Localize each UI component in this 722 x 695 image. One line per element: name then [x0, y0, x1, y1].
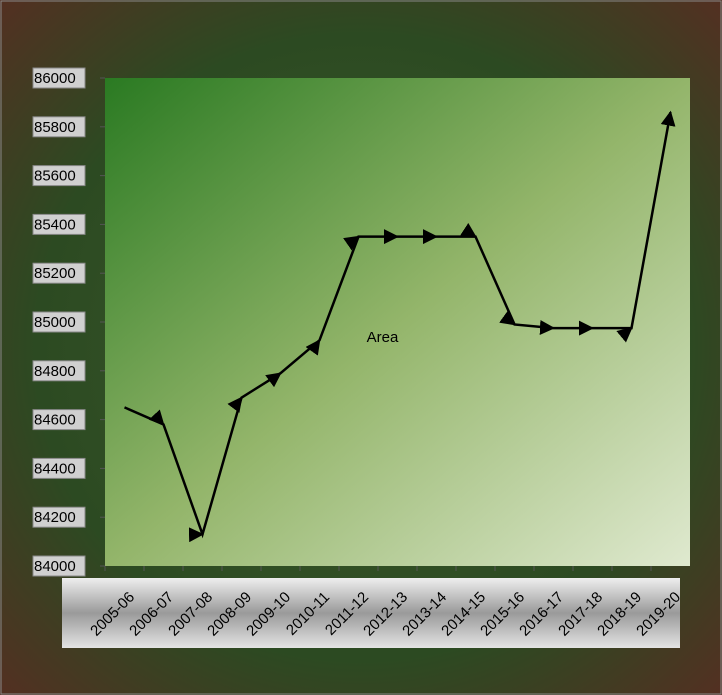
- y-tick-box: [32, 165, 86, 187]
- y-tick-box: [32, 67, 86, 89]
- y-tick-label: 85200: [34, 265, 76, 282]
- y-tick-label: 85400: [34, 216, 76, 233]
- x-label-band: [62, 578, 680, 648]
- y-tick-label: 86000: [34, 70, 76, 87]
- y-tick-box: [32, 506, 86, 528]
- series-label: Area: [367, 329, 399, 346]
- y-tick-box: [32, 311, 86, 333]
- y-tick-label: 84000: [34, 558, 76, 575]
- series-line: [123, 110, 676, 543]
- y-tick-box: [32, 360, 86, 382]
- y-tick-box: [32, 262, 86, 284]
- y-tick-box: [32, 457, 86, 479]
- y-tick-label: 85600: [34, 168, 76, 185]
- y-tick-label: 84400: [34, 460, 76, 477]
- y-tick-box: [32, 409, 86, 431]
- y-tick-label: 85800: [34, 119, 76, 136]
- plot-area: [105, 78, 690, 566]
- y-tick-label: 84200: [34, 509, 76, 526]
- y-tick-box: [32, 116, 86, 138]
- y-tick-box: [32, 555, 86, 577]
- y-tick-label: 84600: [34, 412, 76, 429]
- y-tick-box: [32, 213, 86, 235]
- y-tick-label: 85000: [34, 314, 76, 331]
- y-tick-label: 84800: [34, 363, 76, 380]
